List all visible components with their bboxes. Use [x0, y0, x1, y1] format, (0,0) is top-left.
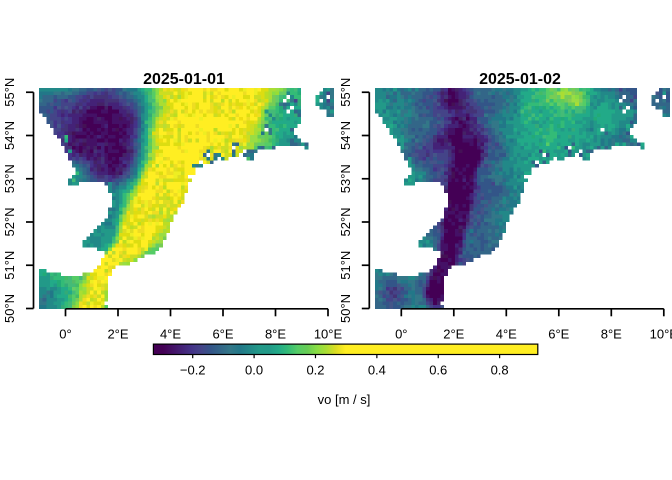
svg-text:50°N: 50°N — [2, 294, 17, 323]
svg-text:52°N: 52°N — [338, 207, 353, 236]
svg-text:0°: 0° — [395, 327, 407, 342]
svg-text:53°N: 53°N — [338, 164, 353, 193]
svg-text:0°: 0° — [59, 327, 71, 342]
svg-text:2°E: 2°E — [107, 327, 128, 342]
svg-text:0.2: 0.2 — [306, 363, 324, 378]
svg-text:6°E: 6°E — [548, 327, 569, 342]
svg-text:54°N: 54°N — [2, 121, 17, 150]
svg-text:0.6: 0.6 — [429, 363, 447, 378]
svg-text:0.0: 0.0 — [245, 363, 263, 378]
svg-text:2°E: 2°E — [443, 327, 464, 342]
svg-text:54°N: 54°N — [338, 121, 353, 150]
svg-text:50°N: 50°N — [338, 294, 353, 323]
svg-text:52°N: 52°N — [2, 207, 17, 236]
svg-text:10°E: 10°E — [314, 327, 343, 342]
svg-text:8°E: 8°E — [265, 327, 286, 342]
svg-text:51°N: 51°N — [338, 251, 353, 280]
svg-text:4°E: 4°E — [160, 327, 181, 342]
svg-text:53°N: 53°N — [2, 164, 17, 193]
svg-text:55°N: 55°N — [2, 78, 17, 107]
svg-text:55°N: 55°N — [338, 78, 353, 107]
svg-text:0.4: 0.4 — [368, 363, 386, 378]
svg-text:−0.2: −0.2 — [180, 363, 206, 378]
svg-text:51°N: 51°N — [2, 251, 17, 280]
svg-text:10°E: 10°E — [650, 327, 672, 342]
svg-text:8°E: 8°E — [601, 327, 622, 342]
svg-text:vo [m / s]: vo [m / s] — [318, 392, 371, 407]
svg-text:6°E: 6°E — [212, 327, 233, 342]
svg-text:4°E: 4°E — [496, 327, 517, 342]
svg-text:0.8: 0.8 — [491, 363, 509, 378]
